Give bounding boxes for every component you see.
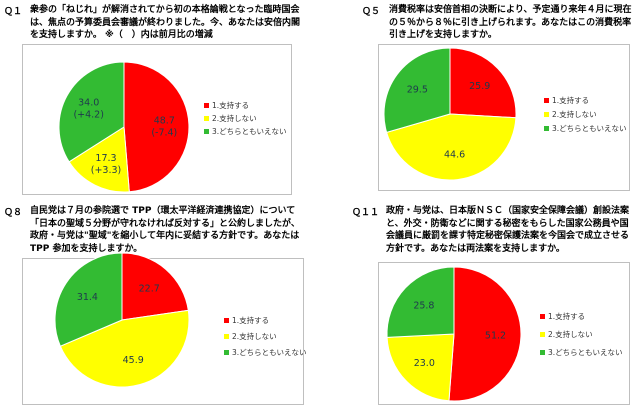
legend-swatch (224, 334, 229, 339)
legend-swatch (204, 116, 209, 121)
question-text: 自民党は７月の参院選で TPP（環太平洋経済連携協定）について「日本の聖域５分野… (30, 206, 300, 254)
data-label: 45.9 (123, 355, 144, 366)
question-number: Ｑ５ (362, 7, 381, 17)
question-text: 衆参の「ねじれ」が解消されてから初の本格論戦となった臨時国会は、焦点の予算委員会… (30, 5, 301, 40)
legend-label: 3.どちらともいえない (232, 348, 307, 357)
legend-label: 1.支持する (552, 95, 589, 105)
data-label: 44.6 (444, 150, 465, 161)
data-label: 29.5 (407, 84, 428, 95)
change-label: (+3.3) (91, 165, 121, 176)
data-label: 22.7 (139, 284, 160, 295)
pie-slice-3 (54, 252, 123, 347)
legend-label: 2.支持しない (212, 113, 257, 123)
pie-slice-3 (386, 266, 455, 338)
data-label: 23.0 (414, 358, 435, 369)
question-number: Ｑ８ (4, 208, 23, 218)
legend-label: 3.どちらともいえない (212, 127, 287, 136)
legend-swatch (540, 314, 545, 319)
pie-slice-1 (449, 47, 517, 119)
legend-label: 2.支持しない (552, 109, 597, 119)
change-label: (-7.4) (151, 127, 177, 138)
pie-slice-3 (58, 61, 125, 163)
question-text: 政府・与党は、日本版ＮＳＣ（国家安全保障会議）創設法案と、外交・防衛などに関する… (386, 206, 630, 254)
legend-swatch (540, 350, 545, 355)
pie-slice-3 (383, 47, 451, 134)
data-label: 25.9 (469, 81, 490, 92)
pie-slice-2 (68, 126, 130, 193)
legend-label: 1.支持する (548, 311, 585, 321)
legend-label: 3.どちらともいえない (548, 348, 623, 357)
legend-swatch (204, 129, 209, 134)
question-text: 消費税率は安倍首相の決断により、予定通り来年４月に現在の５％から８％に引き上げら… (389, 5, 632, 40)
pie-slice-2 (386, 333, 455, 402)
legend-label: 2.支持しない (232, 331, 277, 341)
pie-slice-1 (121, 252, 189, 321)
data-label: 31.4 (77, 292, 98, 303)
legend-swatch (540, 332, 545, 337)
legend-swatch (544, 126, 549, 131)
data-label: 48.7 (154, 115, 175, 126)
pie-slice-1 (448, 266, 522, 402)
data-label: 17.3 (95, 153, 116, 164)
legend-swatch (224, 318, 229, 323)
data-label: 34.0 (78, 98, 99, 109)
data-label: 51.2 (485, 331, 506, 342)
question-number: Ｑ１１ (352, 208, 380, 218)
legend-swatch (544, 112, 549, 117)
pie-slice-2 (59, 309, 190, 388)
legend-label: 1.支持する (212, 100, 249, 110)
change-label: (+4.2) (73, 110, 103, 121)
data-label: 25.8 (413, 300, 434, 311)
legend-label: 1.支持する (232, 315, 269, 325)
legend-swatch (544, 98, 549, 103)
legend-label: 3.どちらともいえない (552, 124, 627, 133)
legend-swatch (224, 350, 229, 355)
legend-swatch (204, 103, 209, 108)
legend-label: 2.支持しない (548, 329, 593, 339)
pie-slice-2 (385, 113, 517, 181)
question-number: Ｑ１ (4, 7, 23, 17)
pie-slice-1 (123, 61, 190, 193)
